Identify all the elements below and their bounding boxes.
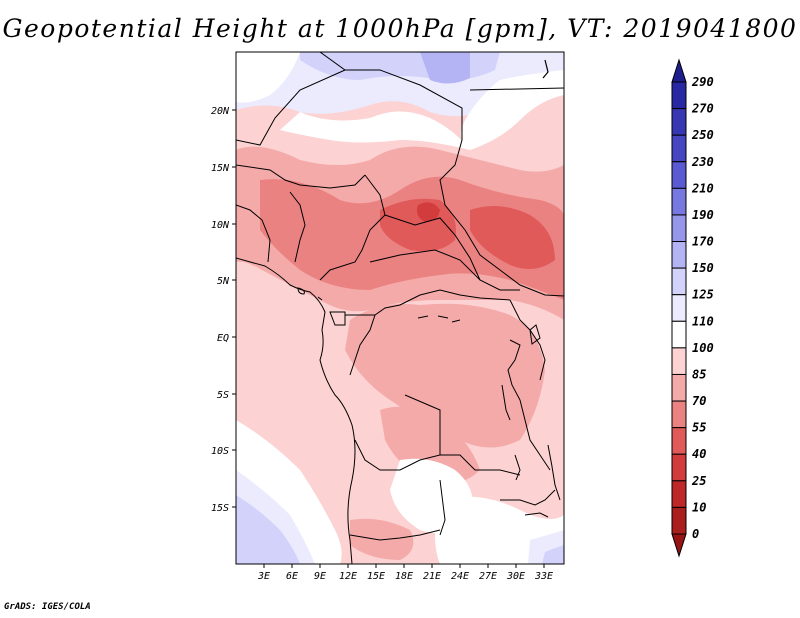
lon-tick-33e: 33E <box>534 571 553 582</box>
colorbar-segment-bottom <box>671 533 687 558</box>
map-frame <box>235 51 565 565</box>
lon-tick-3e: 3E <box>257 571 270 582</box>
lat-tick-eq: EQ <box>217 333 229 344</box>
colorbar-segment <box>671 373 687 402</box>
latitude-axis: 20N 15N 10N 5N EQ 5S 10S 15S <box>211 106 236 514</box>
colorbar-label: 125 <box>692 288 714 302</box>
colorbar-segment <box>671 320 687 349</box>
colorbar-label: 25 <box>691 474 706 488</box>
lon-tick-15e: 15E <box>367 571 385 582</box>
colorbar-label: 170 <box>692 235 714 249</box>
colorbar: 2902702502302101901701501251101008570554… <box>671 58 714 558</box>
lon-tick-12e: 12E <box>339 571 357 582</box>
lon-tick-21e: 21E <box>423 571 441 582</box>
colorbar-segment <box>671 81 687 110</box>
colorbar-segment <box>671 294 687 322</box>
lat-tick-10n: 10N <box>211 220 230 231</box>
colorbar-label: 110 <box>692 314 714 328</box>
footer-credit: GrADS: IGES/COLA <box>4 602 91 612</box>
colorbar-label: 85 <box>692 367 706 381</box>
lat-tick-10s: 10S <box>211 446 229 457</box>
colorbar-label: 190 <box>692 208 714 222</box>
colorbar-label: 230 <box>691 155 714 169</box>
colorbar-segment <box>671 400 687 429</box>
lon-tick-27e: 27E <box>479 571 497 582</box>
colorbar-segment <box>671 241 687 269</box>
colorbar-label: 250 <box>691 128 714 142</box>
colorbar-segment <box>671 453 687 482</box>
colorbar-label: 10 <box>692 500 706 514</box>
colorbar-label: 210 <box>691 181 714 195</box>
lat-tick-15n: 15N <box>211 163 230 174</box>
colorbar-segment <box>671 134 687 163</box>
colorbar-segment <box>671 108 687 136</box>
colorbar-label: 0 <box>692 527 699 541</box>
lat-tick-15s: 15S <box>211 503 229 514</box>
lat-tick-20n: 20N <box>211 106 230 117</box>
colorbar-segment <box>671 347 687 375</box>
map-title: Geopotential Height at 1000hPa [gpm], VT… <box>2 14 798 43</box>
colorbar-segment <box>671 506 687 535</box>
colorbar-segment-top <box>671 58 687 83</box>
longitude-axis: 3E 6E 9E 12E 15E 18E 21E 24E 27E 30E 33E <box>257 564 553 582</box>
colorbar-label: 100 <box>692 341 714 355</box>
lon-tick-18e: 18E <box>395 571 413 582</box>
colorbar-segment <box>671 480 687 508</box>
colorbar-label: 270 <box>691 102 714 116</box>
colorbar-label: 290 <box>691 75 714 89</box>
colorbar-segment <box>671 267 687 296</box>
colorbar-segment <box>671 187 687 216</box>
lon-tick-24e: 24E <box>451 571 469 582</box>
lat-tick-5n: 5N <box>217 276 230 287</box>
colorbar-label: 150 <box>692 261 714 275</box>
geopotential-field <box>236 52 564 564</box>
colorbar-label: 40 <box>692 447 706 461</box>
lon-tick-9e: 9E <box>314 571 326 582</box>
colorbar-segment <box>671 214 687 243</box>
lat-tick-5s: 5S <box>217 390 229 401</box>
lon-tick-6e: 6E <box>286 571 298 582</box>
lon-tick-30e: 30E <box>506 571 525 582</box>
colorbar-label: 70 <box>692 394 706 408</box>
colorbar-segment <box>671 161 687 189</box>
colorbar-label: 55 <box>692 421 706 435</box>
colorbar-segment <box>671 427 687 455</box>
